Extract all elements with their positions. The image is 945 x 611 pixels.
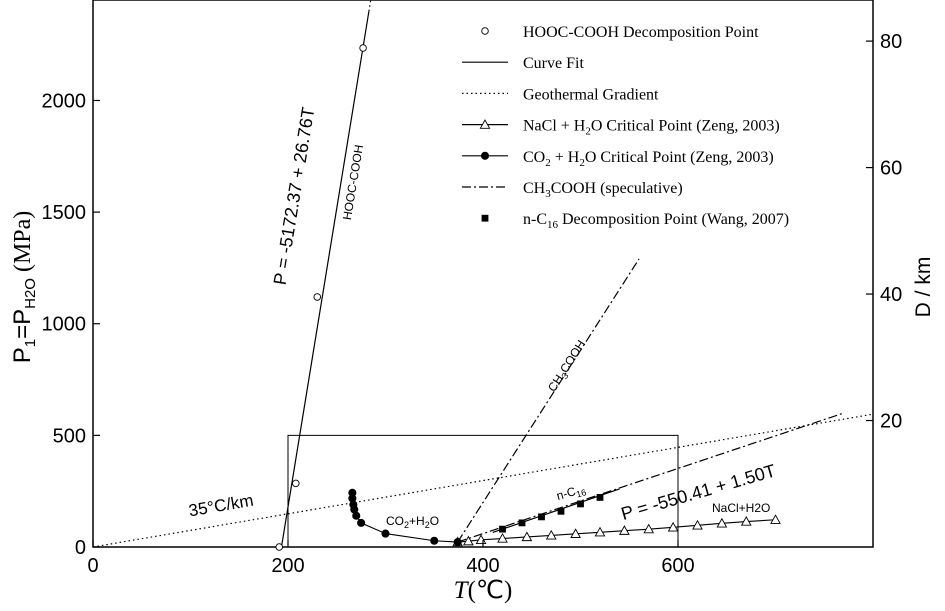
legend-label: Curve Fit [523, 55, 584, 72]
y2-tick-label: 40 [880, 284, 902, 306]
legend-item-nc16: n-C16 Decomposition Point (Wang, 2007) [481, 211, 789, 231]
co2-point [430, 536, 439, 545]
legend-label: CH3COOH (speculative) [523, 180, 683, 200]
nacl-point [716, 517, 728, 528]
nacl-point [497, 532, 508, 543]
nacl-point [619, 525, 630, 535]
hooc-point [359, 44, 367, 52]
x-tick-label: 0 [87, 555, 98, 577]
x-axis-label: T(℃) [454, 577, 513, 604]
legend-label: HOOC-COOH Decomposition Point [523, 24, 759, 41]
x-tick-label: 600 [661, 555, 694, 577]
nc16-point [518, 519, 526, 527]
nacl-point [692, 519, 703, 530]
legend-item-ch3: CH3COOH (speculative) [462, 180, 683, 200]
hooc-fit-extension [368, 0, 372, 12]
y2-axis-label: D / km [912, 257, 935, 318]
legend-item-geo: Geothermal Gradient [462, 86, 659, 103]
legend-item-hooc: HOOC-COOH Decomposition Point [481, 24, 759, 41]
nacl-point [667, 521, 679, 532]
hooc-curve-fit-line [280, 11, 370, 547]
y-axis-label: P1=PH2O (MPa) [9, 211, 39, 364]
y-tick-label: 2000 [42, 90, 87, 112]
x-tick-label: 400 [466, 555, 499, 577]
nacl-point [770, 514, 781, 524]
gradient-label: 35°C/km [187, 491, 255, 521]
nc16-point [538, 513, 545, 521]
y2-tick-label: 60 [880, 158, 902, 180]
ch3cooh-curve-label: CH3COOH [545, 337, 590, 395]
inset-box [287, 434, 679, 548]
nacl-point [545, 529, 557, 540]
hooc-point [275, 543, 283, 551]
legend-marker [480, 151, 490, 160]
legend-label: CO2 + H2O Critical Point (Zeng, 2003) [523, 149, 774, 169]
nc16-point [577, 500, 584, 508]
legend-marker [479, 119, 491, 129]
legend-item-co2: CO2 + H2O Critical Point (Zeng, 2003) [462, 149, 774, 169]
nc16-point [557, 507, 565, 515]
nacl-point [643, 523, 655, 534]
y-tick-label: 500 [53, 425, 86, 447]
hooc-point [313, 293, 322, 301]
legend-label: Geothermal Gradient [523, 86, 659, 103]
legend-label: n-C16 Decomposition Point (Wang, 2007) [523, 211, 789, 231]
y-tick-label: 1500 [42, 202, 87, 224]
ch3cooh-line-shallow [457, 412, 844, 543]
ch3cooh-line-steep [457, 258, 640, 543]
hooc-curve-label: HOOC-COOH [340, 144, 366, 221]
nacl-point [570, 528, 581, 538]
legend-marker [481, 27, 489, 35]
nacl-point [594, 526, 606, 537]
y2-tick-label: 20 [880, 411, 902, 433]
y2-tick-label: 80 [880, 31, 902, 53]
hooc-fit-equation: P = -5172.37 + 26.76T [270, 106, 319, 287]
nc16-point [499, 525, 506, 533]
nacl-point [740, 516, 752, 526]
y-tick-label: 0 [75, 537, 86, 559]
legend-item-nacl: NaCl + H2O Critical Point (Zeng, 2003) [462, 118, 780, 138]
nacl-point [463, 535, 474, 546]
legend-item-fit: Curve Fit [462, 55, 584, 72]
geothermal-gradient-line [93, 413, 873, 547]
co2-curve-label: CO2+H2O [386, 514, 439, 530]
y-tick-label: 1000 [42, 314, 87, 336]
co2-point [357, 518, 366, 527]
nacl-curve-label: NaCl+H2O [712, 501, 770, 515]
nacl-point [521, 531, 533, 542]
co2-point [453, 538, 462, 547]
co2-point [352, 511, 361, 520]
hooc-point [292, 479, 300, 488]
nc16-curve-label: n-C16 [555, 481, 588, 505]
legend-label: NaCl + H2O Critical Point (Zeng, 2003) [523, 118, 780, 138]
legend-marker [481, 214, 489, 222]
nc16-point [596, 494, 604, 501]
co2-point [381, 529, 390, 538]
x-tick-label: 200 [271, 555, 304, 577]
